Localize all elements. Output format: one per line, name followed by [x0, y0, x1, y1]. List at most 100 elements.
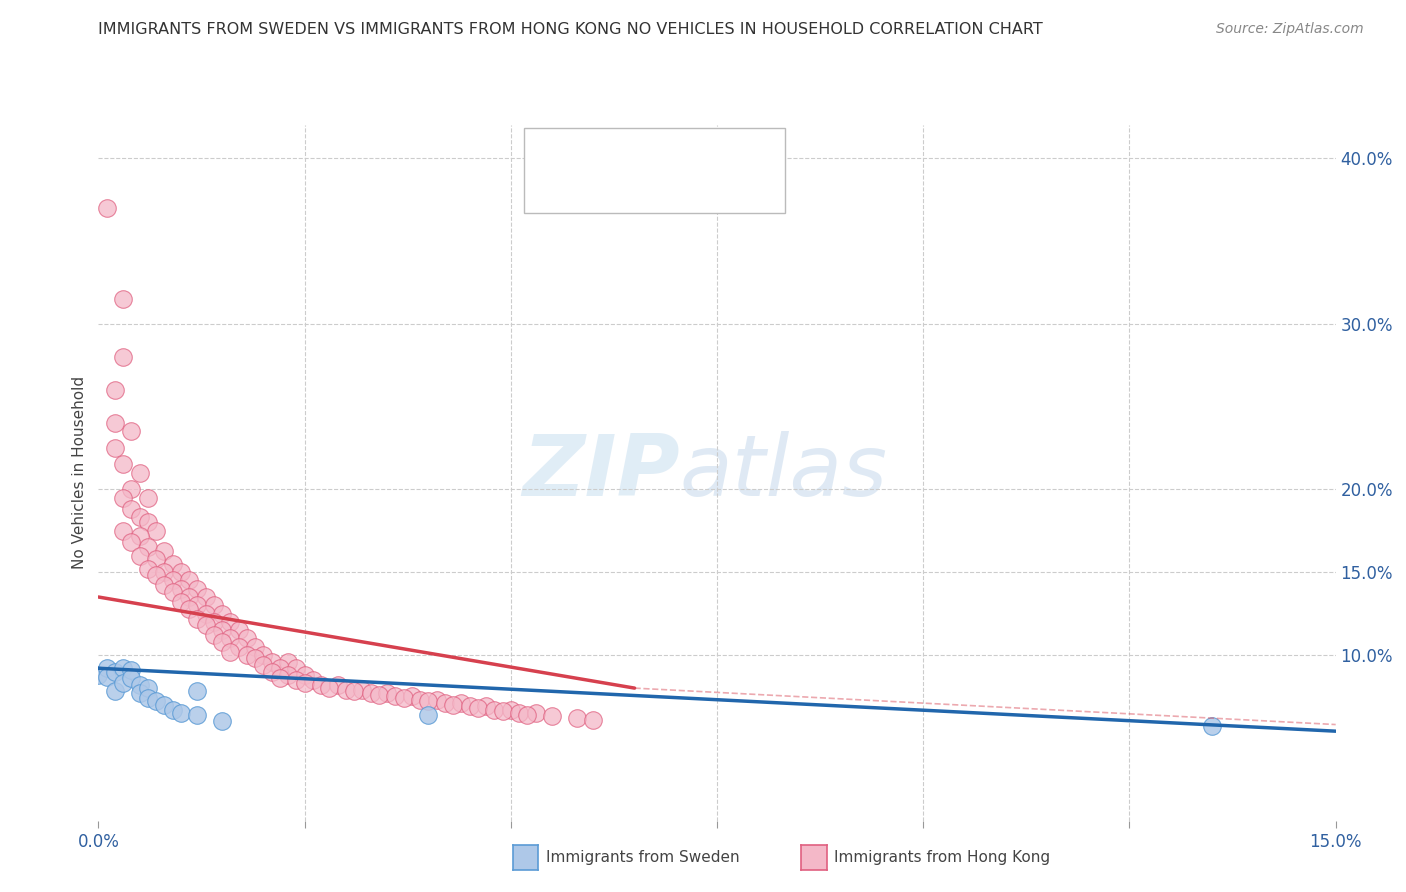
- Point: [186, 611, 208, 625]
- Point: [104, 441, 127, 455]
- Text: Immigrants from Hong Kong: Immigrants from Hong Kong: [834, 850, 1050, 864]
- Point: [96, 669, 118, 683]
- Point: [582, 713, 605, 727]
- Point: [145, 524, 167, 538]
- Point: [104, 665, 127, 679]
- Point: [194, 607, 217, 621]
- Point: [96, 661, 118, 675]
- Point: [120, 535, 142, 549]
- Point: [541, 709, 564, 723]
- Point: [194, 590, 217, 604]
- Point: [409, 692, 432, 706]
- Point: [260, 655, 283, 669]
- Point: [112, 350, 135, 364]
- Point: [418, 694, 440, 708]
- Point: [96, 201, 118, 215]
- Point: [467, 701, 489, 715]
- Point: [491, 704, 513, 718]
- Point: [219, 632, 242, 646]
- Point: [170, 706, 193, 720]
- Point: [343, 684, 366, 698]
- Point: [367, 688, 389, 702]
- Point: [252, 657, 274, 672]
- Text: atlas: atlas: [681, 431, 889, 515]
- Point: [202, 599, 225, 613]
- Text: ZIP: ZIP: [522, 431, 681, 515]
- Point: [112, 458, 135, 472]
- Point: [236, 648, 259, 662]
- Point: [128, 510, 150, 524]
- Point: [202, 628, 225, 642]
- Point: [565, 711, 588, 725]
- Point: [318, 681, 340, 695]
- Point: [145, 552, 167, 566]
- Point: [104, 416, 127, 430]
- Point: [392, 691, 415, 706]
- Point: [136, 562, 159, 576]
- Point: [309, 678, 332, 692]
- Point: [179, 590, 201, 604]
- Point: [524, 706, 547, 720]
- Point: [120, 425, 142, 439]
- Point: [120, 671, 142, 685]
- Point: [211, 623, 233, 637]
- Point: [228, 640, 250, 654]
- Point: [153, 578, 176, 592]
- Point: [162, 557, 184, 571]
- Point: [219, 645, 242, 659]
- Point: [294, 668, 316, 682]
- Point: [120, 483, 142, 497]
- Text: R = -0.222  N = 100: R = -0.222 N = 100: [588, 178, 742, 194]
- Point: [104, 684, 127, 698]
- Point: [277, 655, 299, 669]
- Point: [170, 582, 193, 596]
- Point: [252, 648, 274, 662]
- Point: [269, 671, 291, 685]
- Point: [243, 640, 266, 654]
- Point: [475, 699, 498, 714]
- Point: [128, 678, 150, 692]
- Point: [136, 541, 159, 555]
- Text: Immigrants from Sweden: Immigrants from Sweden: [546, 850, 740, 864]
- Text: R = -0.234  N =  22: R = -0.234 N = 22: [588, 144, 738, 159]
- Point: [104, 383, 127, 397]
- Point: [153, 565, 176, 579]
- Point: [211, 714, 233, 729]
- Point: [87, 668, 110, 682]
- Point: [484, 703, 506, 717]
- Point: [499, 703, 522, 717]
- Point: [352, 682, 374, 697]
- Point: [211, 607, 233, 621]
- Point: [202, 615, 225, 629]
- Point: [418, 707, 440, 722]
- Point: [153, 543, 176, 558]
- Point: [162, 585, 184, 599]
- Point: [136, 681, 159, 695]
- Point: [128, 466, 150, 480]
- Point: [179, 601, 201, 615]
- Point: [170, 565, 193, 579]
- Point: [285, 673, 308, 687]
- Point: [136, 516, 159, 530]
- Point: [433, 696, 456, 710]
- Point: [186, 707, 208, 722]
- Point: [128, 529, 150, 543]
- Text: IMMIGRANTS FROM SWEDEN VS IMMIGRANTS FROM HONG KONG NO VEHICLES IN HOUSEHOLD COR: IMMIGRANTS FROM SWEDEN VS IMMIGRANTS FRO…: [98, 22, 1043, 37]
- Point: [194, 618, 217, 632]
- Point: [1201, 719, 1223, 733]
- Point: [441, 698, 464, 712]
- Point: [326, 678, 349, 692]
- Point: [360, 686, 382, 700]
- Point: [179, 574, 201, 588]
- Point: [186, 684, 208, 698]
- Point: [458, 699, 481, 714]
- Point: [136, 491, 159, 505]
- Point: [112, 491, 135, 505]
- Point: [136, 691, 159, 706]
- Point: [508, 706, 530, 720]
- Point: [120, 663, 142, 677]
- Point: [170, 595, 193, 609]
- Point: [426, 692, 449, 706]
- Point: [243, 651, 266, 665]
- Point: [153, 698, 176, 712]
